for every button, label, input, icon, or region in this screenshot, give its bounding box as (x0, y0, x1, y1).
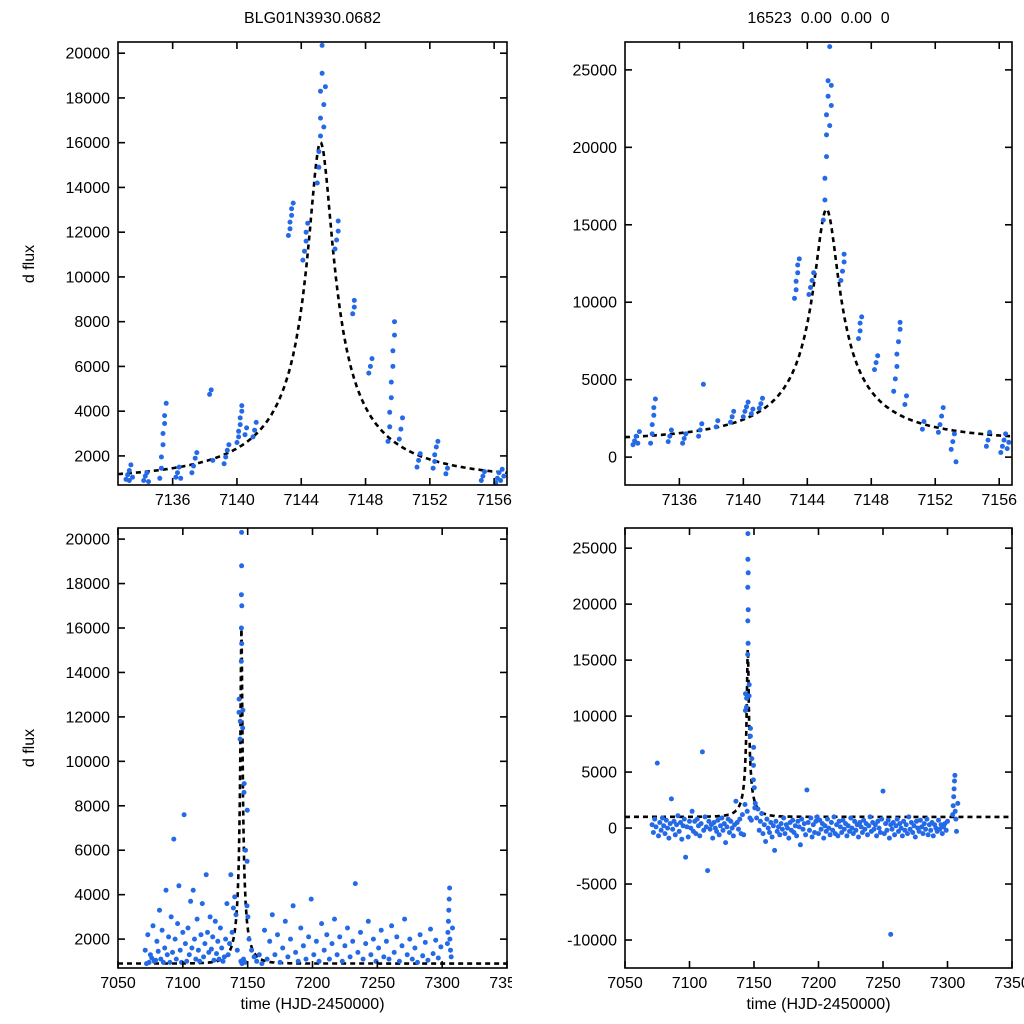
y-tick-label: 18000 (66, 90, 111, 107)
x-tick-label: 7350 (489, 975, 512, 992)
x-tick-label: 7152 (412, 492, 448, 509)
x-tick-label: 7156 (476, 492, 512, 509)
y-tick-label: 5000 (581, 765, 617, 782)
x-tick-label: 7050 (100, 975, 136, 992)
y-tick-label: 0 (608, 821, 617, 838)
y-tick-label: 16000 (66, 621, 111, 638)
y-tick-label: 6000 (74, 359, 110, 376)
y-tick-label: 8000 (74, 314, 110, 331)
y-tick-label: 4000 (74, 887, 110, 904)
x-axis-label: time (HJD-2450000) (746, 996, 891, 1013)
x-tick-label: 7250 (865, 975, 901, 992)
y-tick-label: 12000 (66, 709, 111, 726)
y-tick-label: 12000 (66, 225, 111, 242)
x-tick-label: 7140 (219, 492, 255, 509)
y-tick-label: 14000 (66, 665, 111, 682)
x-tick-label: 7250 (360, 975, 396, 992)
y-tick-label: 15000 (573, 217, 618, 234)
y-tick-label: 4000 (74, 404, 110, 421)
axis-frame (117, 41, 508, 486)
y-tick-label: 8000 (74, 798, 110, 815)
y-tick-label: 2000 (74, 932, 110, 949)
axis-frame (624, 527, 1013, 969)
y-tick-label: 0 (608, 450, 617, 467)
y-tick-label: 10000 (573, 295, 618, 312)
x-tick-label: 7140 (726, 492, 762, 509)
panel-title: BLG01N3930.0682 (244, 10, 381, 27)
y-tick-label: 10000 (66, 754, 111, 771)
axis-frame (624, 41, 1013, 486)
x-tick-label: 7300 (424, 975, 460, 992)
panel-bottom-right: 7050 7100 7150 7200 7250 7300 7350 -10000 -5000 0… (512, 512, 1024, 1024)
y-tick-label: 16000 (66, 135, 111, 152)
y-tick-label: 20000 (66, 46, 111, 63)
chart-canvas-top-left: 7136 7140 7144 7148 7152 7156 2000 4000 6000 8000… (66, 41, 512, 509)
y-tick-label: 18000 (66, 576, 111, 593)
axis-ticks: 7136 7140 7144 7148 7152 7156 2000 4000 6000 8000… (66, 42, 512, 509)
y-tick-label: -5000 (576, 877, 617, 894)
y-tick-label: 5000 (581, 372, 617, 389)
y-tick-label: 14000 (66, 180, 111, 197)
scatter-points (630, 44, 1012, 465)
chart-canvas-bottom-right: 7050 7100 7150 7200 7250 7300 7350 -10000 -5000 0… (567, 527, 1024, 992)
x-tick-label: 7050 (607, 975, 643, 992)
chart-canvas-top-right: 7136 7140 7144 7148 7152 7156 0 5000 10000 15000 2… (573, 41, 1017, 509)
y-tick-label: -10000 (567, 933, 617, 950)
x-tick-label: 7148 (853, 492, 889, 509)
model-curve (118, 141, 507, 476)
x-tick-label: 7100 (165, 975, 201, 992)
axis-frame (117, 527, 508, 969)
x-tick-label: 7150 (230, 975, 266, 992)
axis-ticks: 7136 7140 7144 7148 7152 7156 0 5000 10000 15000 2… (573, 42, 1017, 509)
x-tick-label: 7144 (283, 492, 319, 509)
model-curve (118, 628, 507, 965)
y-axis-label: d flux (21, 244, 38, 284)
axis-ticks: 7050 7100 7150 7200 7250 7300 7350 -10000 -5000 0… (567, 528, 1024, 992)
x-tick-label: 7300 (930, 975, 966, 992)
model-curve (625, 649, 1012, 819)
y-tick-label: 25000 (573, 541, 618, 558)
panel-top-right: 7136 7140 7144 7148 7152 7156 0 5000 10000 15000 2… (512, 0, 1024, 512)
x-tick-label: 7350 (994, 975, 1024, 992)
x-tick-label: 7100 (672, 975, 708, 992)
y-tick-label: 10000 (573, 709, 618, 726)
model-curve (625, 207, 1012, 439)
x-tick-label: 7200 (295, 975, 331, 992)
x-tick-label: 7156 (981, 492, 1017, 509)
y-tick-label: 2000 (74, 448, 110, 465)
y-tick-label: 20000 (573, 140, 618, 157)
x-tick-label: 7152 (917, 492, 953, 509)
x-tick-label: 7150 (736, 975, 772, 992)
panel-title: 16523 0.00 0.00 0 (747, 10, 890, 27)
y-tick-label: 15000 (573, 653, 618, 670)
x-tick-label: 7200 (801, 975, 837, 992)
x-tick-label: 7148 (348, 492, 384, 509)
y-tick-label: 6000 (74, 843, 110, 860)
y-tick-label: 20000 (66, 532, 111, 549)
x-tick-label: 7144 (790, 492, 826, 509)
scatter-points (123, 42, 507, 485)
scatter-points (142, 529, 455, 967)
chart-canvas-bottom-left: 7050 7100 7150 7200 7250 7300 7350 2000 4000 6000… (66, 527, 512, 992)
y-tick-label: 20000 (573, 597, 618, 614)
y-axis-label: d flux (21, 728, 38, 768)
y-tick-label: 25000 (573, 62, 618, 79)
y-tick-label: 10000 (66, 269, 111, 286)
x-tick-label: 7136 (155, 492, 191, 509)
axis-ticks: 7050 7100 7150 7200 7250 7300 7350 2000 4000 6000… (66, 528, 512, 992)
scatter-points (649, 531, 961, 937)
panel-top-left: 7136 7140 7144 7148 7152 7156 2000 4000 6000 8000… (0, 0, 512, 512)
x-tick-label: 7136 (662, 492, 698, 509)
x-axis-label: time (HJD-2450000) (240, 996, 385, 1013)
panel-bottom-left: 7050 7100 7150 7200 7250 7300 7350 2000 4000 6000… (0, 512, 512, 1024)
